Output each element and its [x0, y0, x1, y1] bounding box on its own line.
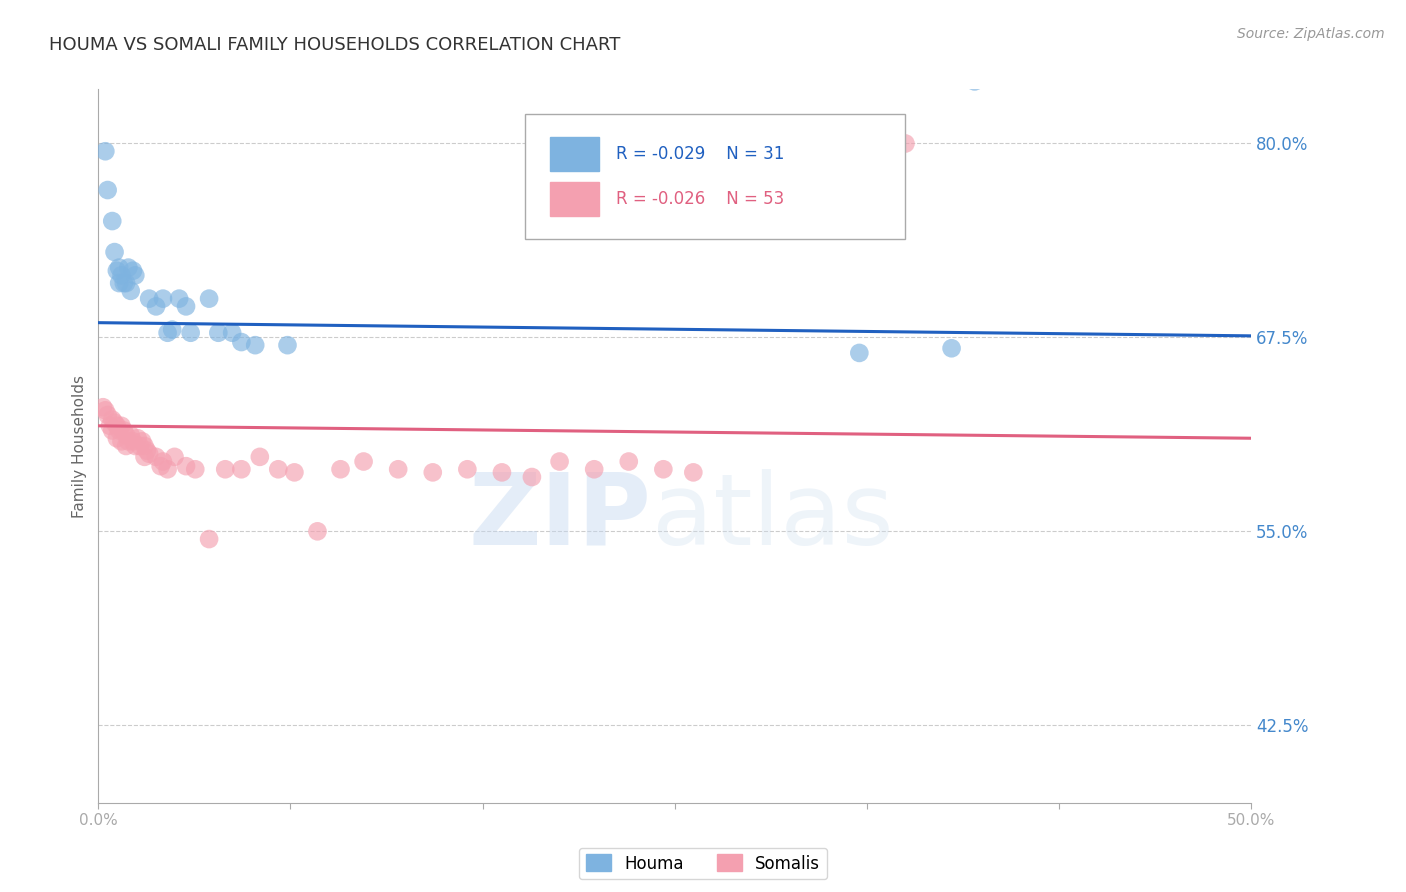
Point — [98, 418, 121, 433]
Point — [329, 462, 352, 476]
Point — [101, 214, 124, 228]
Point — [152, 292, 174, 306]
Point — [422, 466, 444, 480]
Point — [131, 434, 153, 449]
Point — [103, 416, 125, 430]
Point — [894, 136, 917, 151]
Point — [105, 418, 128, 433]
Point — [145, 299, 167, 313]
Point — [117, 260, 139, 275]
Point — [156, 326, 179, 340]
Point — [149, 459, 172, 474]
Text: HOUMA VS SOMALI FAMILY HOUSEHOLDS CORRELATION CHART: HOUMA VS SOMALI FAMILY HOUSEHOLDS CORREL… — [49, 36, 620, 54]
Point — [134, 450, 156, 464]
Point — [207, 326, 229, 340]
Point — [115, 439, 138, 453]
Text: R = -0.029    N = 31: R = -0.029 N = 31 — [616, 145, 785, 163]
Point — [652, 462, 675, 476]
Point — [174, 299, 197, 313]
Point — [105, 263, 128, 277]
Point — [103, 245, 125, 260]
Point — [135, 443, 157, 458]
Point — [127, 431, 149, 445]
Point — [156, 462, 179, 476]
Point — [108, 276, 131, 290]
Point — [231, 334, 253, 349]
Point — [94, 403, 117, 417]
Point — [124, 439, 146, 453]
Point — [180, 326, 202, 340]
Point — [174, 459, 197, 474]
Point — [184, 462, 207, 476]
Point — [115, 428, 138, 442]
Point — [122, 434, 145, 449]
Point — [231, 462, 253, 476]
Point — [617, 454, 640, 468]
Point — [110, 268, 132, 283]
Point — [117, 434, 139, 449]
Point — [101, 412, 124, 426]
Point — [105, 431, 128, 445]
FancyBboxPatch shape — [524, 114, 905, 239]
Point — [120, 428, 142, 442]
Point — [110, 418, 132, 433]
Point — [91, 401, 114, 415]
Point — [214, 462, 236, 476]
Point — [101, 424, 124, 438]
Point — [353, 454, 375, 468]
Point — [198, 532, 221, 546]
Point — [682, 466, 704, 480]
Point — [520, 470, 543, 484]
Point — [160, 323, 183, 337]
Text: R = -0.026    N = 53: R = -0.026 N = 53 — [616, 190, 785, 208]
Point — [129, 439, 152, 453]
Point — [387, 462, 409, 476]
Point — [110, 434, 132, 449]
Point — [167, 292, 190, 306]
Legend: Houma, Somalis: Houma, Somalis — [579, 847, 827, 880]
Point — [152, 454, 174, 468]
Point — [108, 424, 131, 438]
Point — [120, 284, 142, 298]
Point — [583, 462, 606, 476]
Point — [138, 447, 160, 461]
Text: atlas: atlas — [652, 469, 893, 566]
Point — [134, 439, 156, 453]
Point — [145, 450, 167, 464]
Point — [941, 341, 963, 355]
Text: ZIP: ZIP — [470, 469, 652, 566]
Text: Source: ZipAtlas.com: Source: ZipAtlas.com — [1237, 27, 1385, 41]
Point — [283, 466, 305, 480]
Bar — [550, 137, 599, 171]
Point — [307, 524, 329, 539]
Point — [963, 74, 986, 88]
Point — [97, 183, 120, 197]
Point — [108, 260, 131, 275]
Point — [122, 263, 145, 277]
Point — [249, 450, 271, 464]
Point — [124, 268, 146, 283]
Point — [138, 292, 160, 306]
Y-axis label: Family Households: Family Households — [72, 375, 87, 517]
Point — [198, 292, 221, 306]
Point — [491, 466, 513, 480]
Point — [115, 276, 138, 290]
Point — [245, 338, 267, 352]
Point — [267, 462, 290, 476]
Point — [221, 326, 243, 340]
Point — [163, 450, 186, 464]
Point — [112, 276, 135, 290]
Point — [97, 408, 120, 422]
Point — [112, 424, 135, 438]
Point — [848, 346, 870, 360]
Bar — [550, 182, 599, 216]
Point — [276, 338, 298, 352]
Point — [456, 462, 478, 476]
Point — [94, 145, 117, 159]
Point — [548, 454, 571, 468]
